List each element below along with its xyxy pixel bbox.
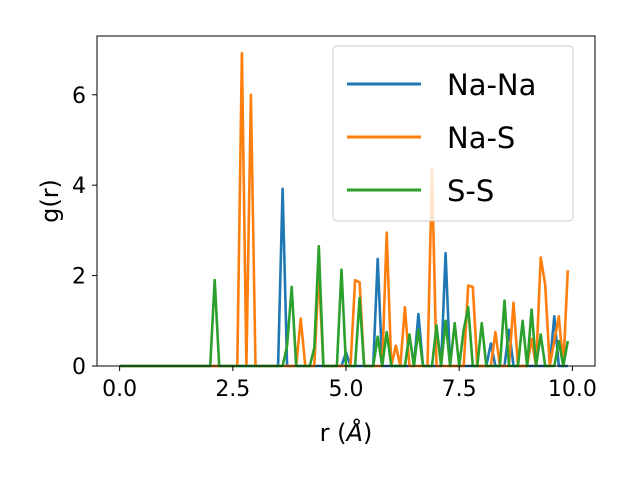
- y-tick-label: 0: [72, 355, 86, 380]
- x-axis-label-unit: Å: [345, 418, 363, 447]
- x-tick-label: 5.0: [329, 377, 364, 402]
- series-line-s-s: [119, 244, 570, 368]
- x-tick-label: 7.5: [442, 377, 477, 402]
- x-axis-label: r (Å): [320, 418, 373, 447]
- x-tick-label: 2.5: [215, 377, 250, 402]
- legend: Na-Na Na-S S-S: [332, 45, 574, 222]
- y-tick-label: 4: [72, 174, 86, 199]
- axis-ticks: 0.0 2.5 5.0 7.5 10.0 0 2 4 6: [72, 84, 597, 402]
- x-tick-label: 0.0: [102, 377, 137, 402]
- y-axis-label: g(r): [36, 179, 64, 223]
- x-tick-label: 10.0: [548, 377, 597, 402]
- legend-label-s-s: S-S: [447, 174, 494, 208]
- legend-label-na-s: Na-S: [447, 121, 515, 155]
- legend-label-na-na: Na-Na: [447, 68, 536, 102]
- y-tick-label: 6: [72, 84, 86, 109]
- x-axis-label-prefix: r (: [320, 419, 347, 447]
- y-tick-label: 2: [72, 265, 86, 290]
- x-axis-label-suffix: ): [363, 419, 372, 447]
- legend-box: [332, 45, 574, 222]
